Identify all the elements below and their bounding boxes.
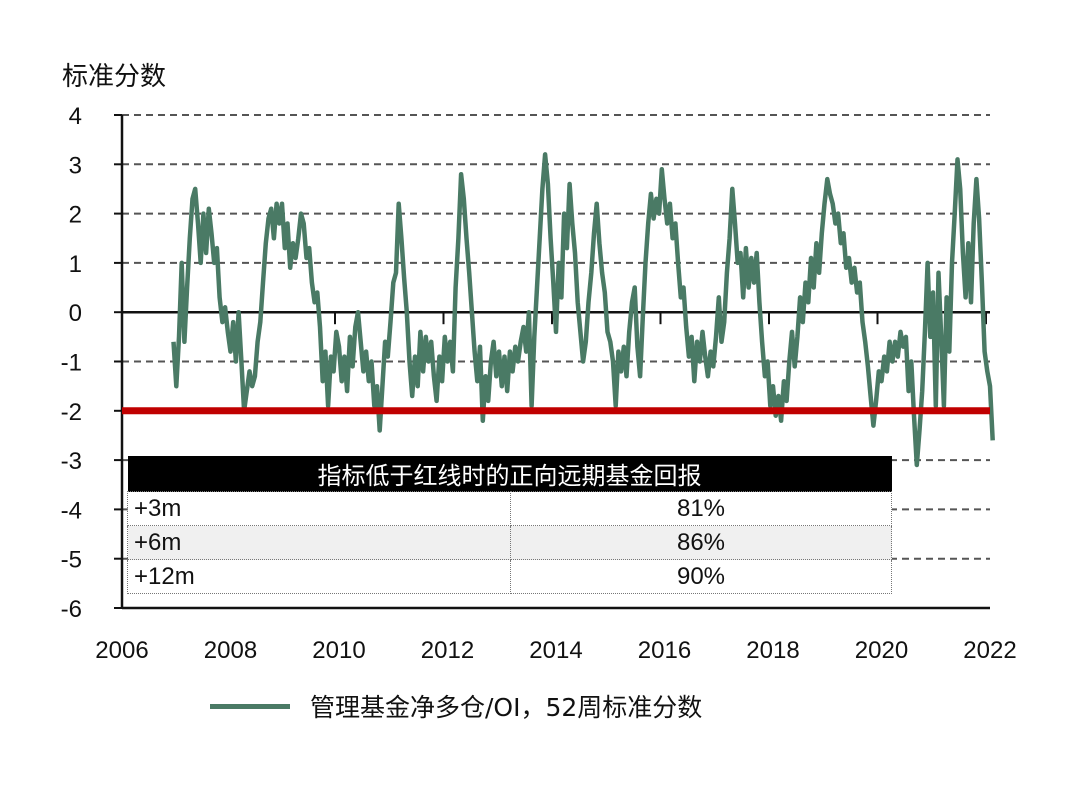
y-axis-title: 标准分数 bbox=[62, 62, 167, 92]
y-tick-label: 1 bbox=[69, 251, 82, 278]
forward-returns-table: 指标低于红线时的正向远期基金回报 +3m 81% +6m 86% +12m 90… bbox=[127, 456, 892, 594]
x-tick-label: 2016 bbox=[638, 637, 691, 664]
x-tick-label: 2006 bbox=[95, 637, 148, 664]
x-tick-label: 2022 bbox=[963, 637, 1016, 664]
series-line bbox=[171, 152, 995, 468]
table-row: +3m 81% bbox=[127, 491, 892, 526]
series-group bbox=[171, 152, 995, 468]
y-tick-label: 4 bbox=[69, 103, 82, 130]
table-row: +6m 86% bbox=[127, 525, 892, 560]
y-tick-label: -6 bbox=[61, 596, 82, 623]
table-cell-value: 90% bbox=[510, 559, 892, 594]
table-cell-period: +3m bbox=[127, 491, 511, 526]
x-axis-ticks: 2006 2008 2010 2012 2014 2016 2018 2020 2022 bbox=[95, 637, 1016, 664]
x-tick-label: 2014 bbox=[529, 637, 582, 664]
table-row: +12m 90% bbox=[127, 559, 892, 594]
table-cell-period: +6m bbox=[127, 525, 511, 560]
y-tick-label: -1 bbox=[61, 350, 82, 377]
x-tick-label: 2012 bbox=[421, 637, 474, 664]
y-tick-label: 2 bbox=[69, 202, 82, 229]
y-axis-ticks: 4 3 2 1 0 -1 -2 -3 -4 -5 -6 bbox=[61, 103, 122, 623]
y-tick-label: -2 bbox=[61, 399, 82, 426]
legend-swatch bbox=[210, 703, 290, 709]
table-cell-value: 81% bbox=[510, 491, 892, 526]
y-tick-label: 0 bbox=[69, 300, 82, 327]
y-tick-label: 3 bbox=[69, 152, 82, 179]
x-tick-label: 2008 bbox=[204, 637, 257, 664]
table-cell-period: +12m bbox=[127, 559, 511, 594]
table-cell-value: 86% bbox=[510, 525, 892, 560]
x-tick-label: 2018 bbox=[746, 637, 799, 664]
table-title: 指标低于红线时的正向远期基金回报 bbox=[127, 456, 892, 492]
y-tick-label: -3 bbox=[61, 448, 82, 475]
y-tick-label: -4 bbox=[61, 497, 82, 524]
x-tick-label: 2020 bbox=[855, 637, 908, 664]
y-tick-label: -5 bbox=[61, 547, 82, 574]
legend-label: 管理基金净多仓/OI，52周标准分数 bbox=[310, 693, 703, 722]
x-tick-label: 2010 bbox=[312, 637, 365, 664]
legend: 管理基金净多仓/OI，52周标准分数 bbox=[210, 688, 702, 724]
